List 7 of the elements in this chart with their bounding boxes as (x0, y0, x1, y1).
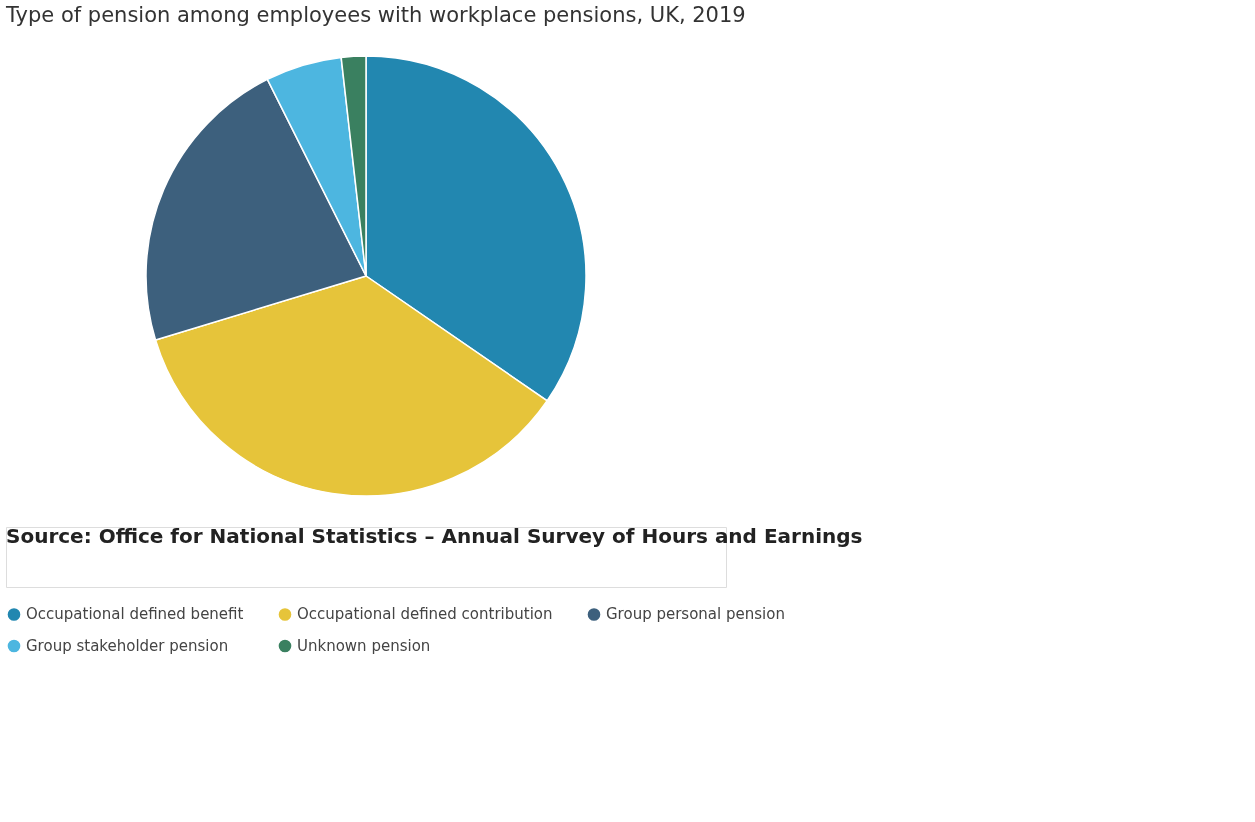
legend-label: Unknown pension (297, 637, 431, 655)
legend-label: Occupational defined benefit (26, 605, 244, 624)
legend-label: Group personal pension (606, 605, 785, 624)
legend-label: Group stakeholder pension (26, 637, 229, 655)
source-note: Source: Office for National Statistics – Annual Survey of Hours and Earnings (6, 524, 863, 548)
chart-title: Type of pension among employees with workplace pensions, UK, 2019 (5, 3, 746, 27)
legend-label: Occupational defined contribution (297, 605, 553, 624)
